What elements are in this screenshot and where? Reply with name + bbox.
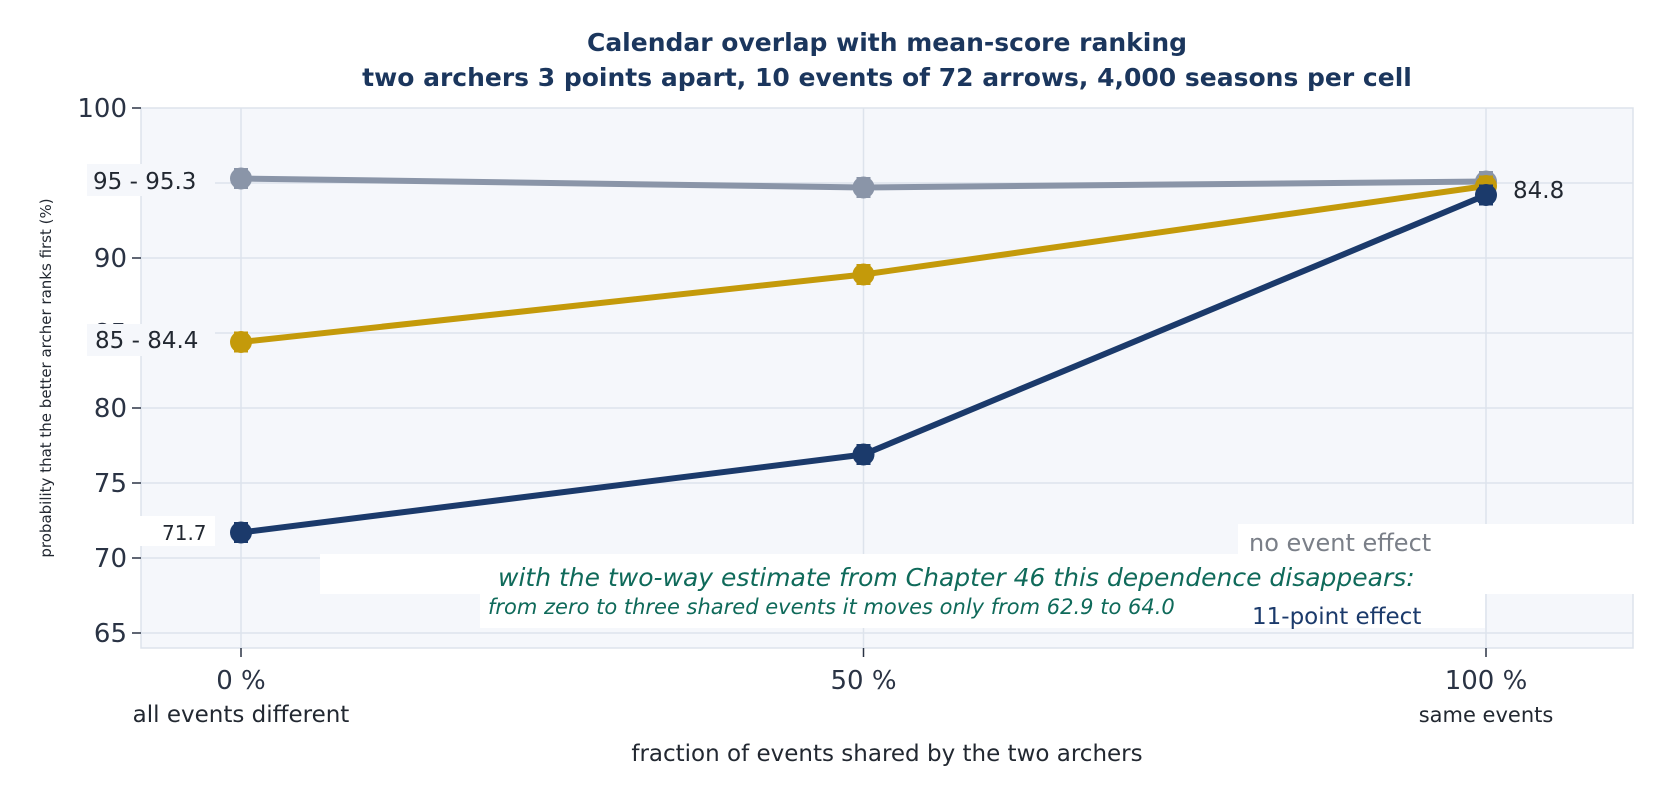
value-label-backdrop bbox=[87, 324, 215, 356]
value-label-84-8: 84.8 bbox=[1513, 178, 1564, 204]
x-tick-sublabel: same events bbox=[1419, 703, 1554, 727]
value-label-71-7: 71.7 bbox=[162, 521, 207, 545]
annotation-backdrop bbox=[320, 554, 1665, 594]
x-tick-label: 100 % bbox=[1445, 666, 1528, 696]
x-tick-label: 0 % bbox=[216, 666, 266, 696]
value-label-backdrop bbox=[87, 516, 215, 546]
value-label-95: 95 - 95.3 bbox=[93, 169, 196, 195]
no-event-effect-label: no event effect bbox=[1249, 529, 1431, 557]
chart-title: Calendar overlap with mean-score ranking bbox=[587, 28, 1187, 57]
data-point bbox=[852, 263, 875, 286]
chart-subtitle: two archers 3 points apart, 10 events of… bbox=[362, 63, 1412, 92]
y-axis-label: probability that the better archer ranks… bbox=[37, 198, 55, 557]
x-axis: 0 % all events different 50 % 100 % same eve… bbox=[133, 648, 1554, 728]
data-point bbox=[230, 521, 252, 544]
data-point bbox=[230, 331, 252, 353]
data-point bbox=[852, 443, 875, 466]
y-tick-label: 65 bbox=[94, 619, 127, 649]
x-tick-sublabel: all events different bbox=[133, 702, 350, 728]
series-group bbox=[230, 167, 1497, 544]
data-point bbox=[852, 176, 875, 199]
y-tick-label: 70 bbox=[94, 544, 127, 574]
note-main: with the two-way estimate from Chapter 4… bbox=[498, 563, 1415, 592]
data-point bbox=[1475, 184, 1497, 206]
note-sub: from zero to three shared events it move… bbox=[488, 595, 1175, 619]
y-tick-label: 90 bbox=[94, 244, 127, 274]
x-tick-label: 50 % bbox=[830, 666, 896, 696]
data-point bbox=[230, 167, 252, 190]
x-axis-label: fraction of events shared by the two arc… bbox=[631, 741, 1142, 767]
y-tick-label: 100 bbox=[77, 94, 127, 124]
value-label-85: 85 - 84.4 bbox=[95, 328, 198, 354]
effect-label: 11-point effect bbox=[1252, 604, 1421, 630]
y-tick-label: 75 bbox=[94, 469, 127, 499]
value-label-backdrop bbox=[87, 164, 215, 196]
y-tick-label: 80 bbox=[94, 394, 127, 424]
annotation-backdrop bbox=[480, 594, 1485, 628]
